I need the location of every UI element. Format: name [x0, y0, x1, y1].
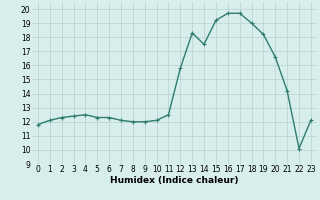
X-axis label: Humidex (Indice chaleur): Humidex (Indice chaleur): [110, 176, 239, 185]
